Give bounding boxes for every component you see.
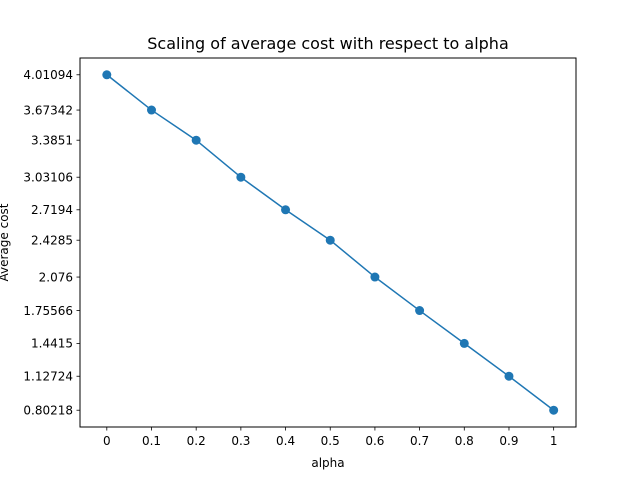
- data-point: [102, 70, 112, 80]
- x-tick-label: 0: [103, 434, 111, 448]
- x-tick-label: 0.9: [499, 434, 518, 448]
- x-tick-label: 0.3: [231, 434, 250, 448]
- data-point: [415, 306, 425, 316]
- data-point: [504, 371, 514, 381]
- series-group: [102, 70, 559, 415]
- data-point: [325, 235, 335, 245]
- data-point: [191, 135, 201, 145]
- chart-title: Scaling of average cost with respect to …: [147, 34, 509, 53]
- y-tick-label: 2.4285: [31, 234, 73, 248]
- y-tick-label: 2.076: [39, 270, 73, 284]
- y-axis-label: Average cost: [0, 203, 11, 281]
- y-axis-ticks: 0.80218 1.12724 1.4415 1.75566 2.076 2.4285 2.…: [23, 68, 80, 418]
- x-tick-label: 0.4: [276, 434, 295, 448]
- y-tick-label: 3.3851: [31, 134, 73, 148]
- y-tick-label: 3.67342: [23, 103, 73, 117]
- y-tick-label: 0.80218: [23, 404, 73, 418]
- x-tick-label: 0.8: [455, 434, 474, 448]
- data-point: [370, 272, 380, 282]
- x-tick-label: 0.7: [410, 434, 429, 448]
- y-tick-label: 3.03106: [23, 171, 73, 185]
- axes-frame: [79, 57, 577, 428]
- x-axis-label: alpha: [311, 456, 344, 470]
- x-tick-label: 1: [550, 434, 558, 448]
- plot-area: [79, 57, 577, 428]
- x-tick-label: 0.6: [365, 434, 384, 448]
- data-point: [459, 338, 469, 348]
- data-point: [281, 205, 291, 215]
- x-axis-ticks: 0 0.1 0.2 0.3 0.4 0.5 0.6 0.7 0.8 0.9 1: [103, 427, 557, 448]
- x-tick-label: 0.1: [142, 434, 161, 448]
- data-point: [147, 105, 156, 115]
- y-tick-label: 1.4415: [31, 337, 73, 351]
- x-tick-label: 0.2: [187, 434, 206, 448]
- y-tick-label: 4.01094: [23, 68, 73, 82]
- y-tick-label: 1.75566: [23, 304, 73, 318]
- y-tick-label: 1.12724: [23, 370, 73, 384]
- data-point: [549, 405, 559, 415]
- x-tick-label: 0.5: [321, 434, 340, 448]
- data-point: [236, 172, 246, 182]
- y-tick-label: 2.7194: [31, 203, 73, 217]
